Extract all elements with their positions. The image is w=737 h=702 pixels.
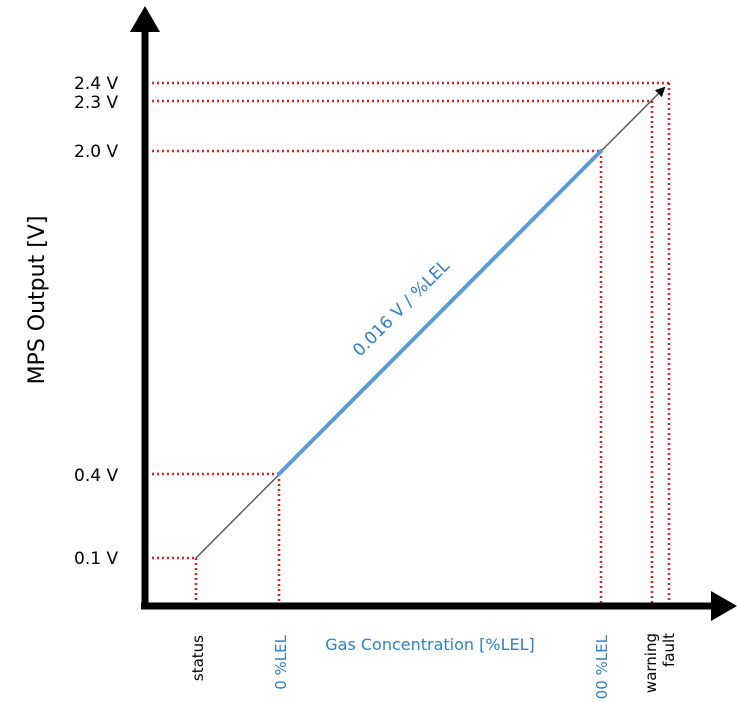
y-axis-arrow-icon — [130, 6, 160, 32]
x-marker-100-lel: 00 %LEL — [593, 634, 611, 699]
y-tick-label: 0.4 V — [74, 466, 118, 486]
x-marker-0-lel: 0 %LEL — [272, 634, 290, 689]
x-axis-arrow-icon — [711, 591, 737, 621]
guide-lines — [152, 81, 671, 604]
y-tick-labels: 2.4 V 2.3 V 2.0 V 0.4 V 0.1 V — [74, 74, 118, 569]
x-marker-fault: fault — [660, 633, 678, 667]
x-marker-labels: status 0 %LEL 00 %LEL warning fault — [189, 633, 678, 699]
x-axis-title: Gas Concentration [%LEL] — [325, 635, 535, 654]
y-tick-label: 2.4 V — [74, 74, 118, 94]
y-axis-title: MPS Output [V] — [25, 216, 50, 385]
y-tick-label: 2.3 V — [74, 93, 118, 113]
axes — [130, 6, 737, 621]
x-marker-status: status — [189, 635, 207, 681]
slope-label: 0.016 V / %LEL — [349, 256, 454, 361]
y-tick-label: 0.1 V — [74, 549, 118, 569]
x-marker-warning: warning — [642, 633, 660, 693]
y-tick-label: 2.0 V — [74, 142, 118, 162]
linear-range-line — [277, 149, 603, 476]
